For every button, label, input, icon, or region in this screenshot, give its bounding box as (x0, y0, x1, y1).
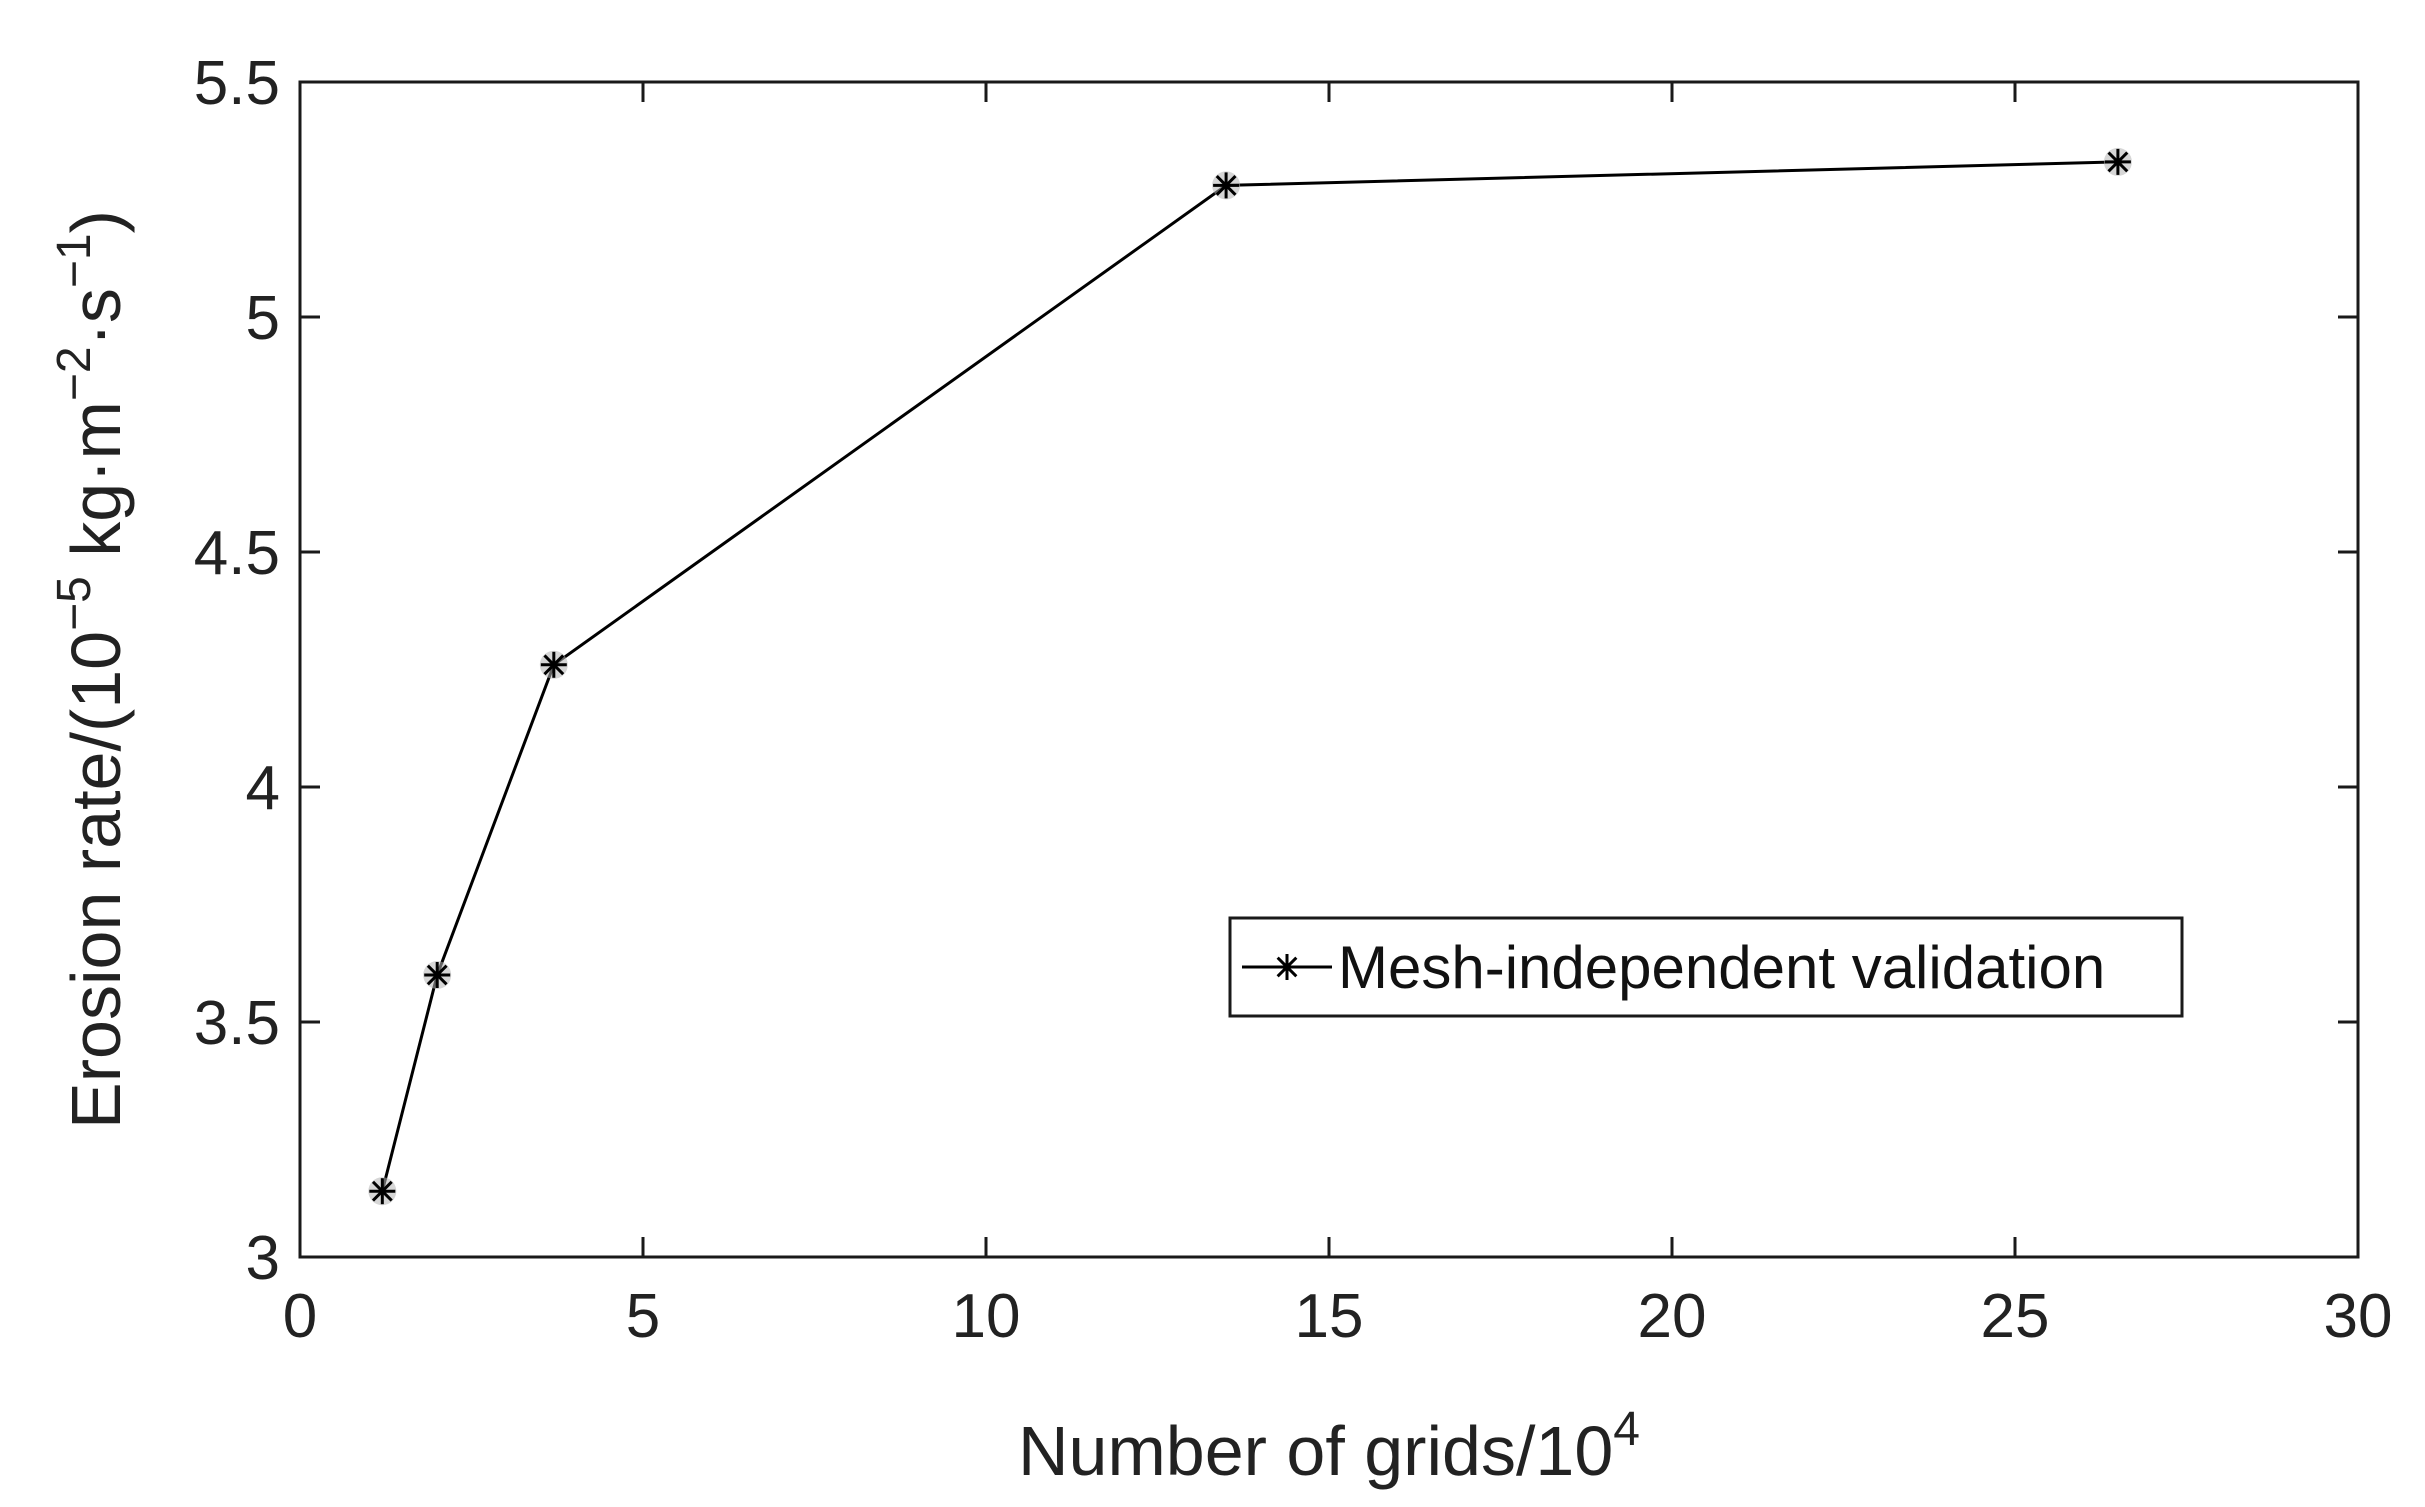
y-axis-title-part: Erosion rate/(10 (57, 631, 135, 1129)
y-axis-title-part: kg·m (57, 401, 135, 576)
y-tick-labels: 3 3.5 4 4.5 5 5.5 (194, 49, 280, 1293)
x-tick-label: 30 (2324, 1282, 2393, 1351)
y-tick-label: 5.5 (194, 49, 280, 118)
y-axis-title: Erosion rate/(10−5 kg·m−2·s−1) (48, 210, 135, 1129)
asterisk-marker (2104, 148, 2131, 175)
axis-ticks (298, 80, 2360, 1259)
asterisk-marker (369, 1178, 396, 1205)
x-axis-title-superscript: 4 (1613, 1403, 1640, 1456)
asterisk-marker (540, 651, 567, 678)
x-tick-label: 0 (283, 1282, 317, 1351)
x-axis-title: Number of grids/104 (1018, 1403, 1640, 1490)
asterisk-marker (424, 962, 451, 988)
x-axis-title-main: Number of grids/10 (1018, 1412, 1613, 1490)
x-tick-label: 5 (626, 1282, 660, 1351)
y-tick-label: 4.5 (194, 519, 280, 588)
y-tick-label: 5 (246, 284, 280, 353)
y-axis-title-part: ) (57, 210, 135, 233)
legend-box (1228, 916, 2184, 1018)
y-tick-label: 3.5 (194, 989, 280, 1058)
asterisk-marker (1213, 172, 1240, 199)
x-tick-label: 25 (1981, 1282, 2050, 1351)
x-tick-labels: 0 5 10 15 20 25 30 (283, 1282, 2393, 1351)
x-tick-label: 15 (1295, 1282, 1364, 1351)
y-axis-title-superscript: −1 (48, 233, 101, 288)
y-axis-title-part: ·s (57, 288, 135, 346)
legend-label: Mesh-independent validation (1338, 934, 2105, 1001)
plot-area (298, 80, 2360, 1259)
y-axis-title-superscript: −2 (48, 346, 101, 401)
y-tick-label: 4 (246, 754, 280, 823)
y-axis-title-superscript: −5 (48, 576, 101, 631)
y-tick-label: 3 (246, 1224, 280, 1293)
asterisk-marker (1274, 954, 1300, 980)
x-tick-label: 10 (952, 1282, 1021, 1351)
x-tick-label: 20 (1638, 1282, 1707, 1351)
series-layer (368, 147, 2132, 1206)
legend: Mesh-independent validation (1228, 916, 2184, 1018)
